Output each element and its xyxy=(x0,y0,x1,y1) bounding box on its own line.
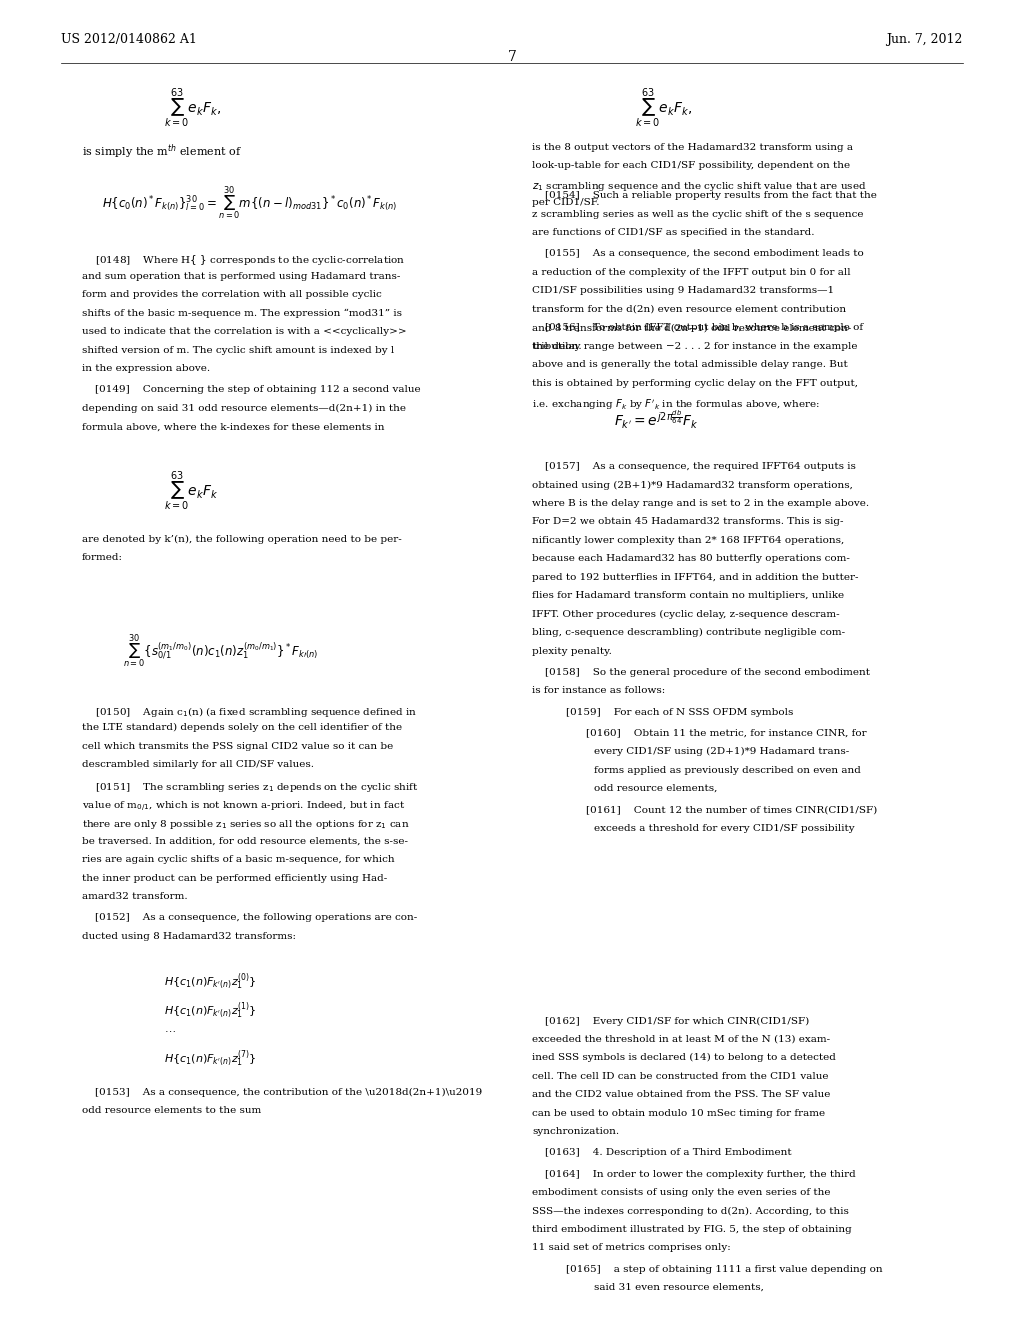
Text: plexity penalty.: plexity penalty. xyxy=(532,647,612,656)
Text: is for instance as follows:: is for instance as follows: xyxy=(532,686,666,696)
Text: is the 8 output vectors of the Hadamard32 transform using a: is the 8 output vectors of the Hadamard3… xyxy=(532,143,853,152)
Text: bling, c-sequence descrambling) contribute negligible com-: bling, c-sequence descrambling) contribu… xyxy=(532,628,846,638)
Text: ries are again cyclic shifts of a basic m-sequence, for which: ries are again cyclic shifts of a basic … xyxy=(82,855,394,865)
Text: $H\{c_0(n)^* F_{k(n)}\}_{l=0}^{30} = \sum_{n=0}^{30} m\{(n-l)_{mod31}\}^* c_0(n): $H\{c_0(n)^* F_{k(n)}\}_{l=0}^{30} = \su… xyxy=(102,185,397,222)
Text: per CID1/SF.: per CID1/SF. xyxy=(532,198,600,207)
Text: exceeded the threshold in at least M of the N (13) exam-: exceeded the threshold in at least M of … xyxy=(532,1035,830,1044)
Text: is simply the m$^{th}$ element of: is simply the m$^{th}$ element of xyxy=(82,143,242,161)
Text: there are only 8 possible z$_1$ series so all the options for z$_1$ can: there are only 8 possible z$_1$ series s… xyxy=(82,818,410,832)
Text: odd resource elements,: odd resource elements, xyxy=(594,784,717,793)
Text: forms applied as previously described on even and: forms applied as previously described on… xyxy=(594,766,861,775)
Text: above and is generally the total admissible delay range. But: above and is generally the total admissi… xyxy=(532,360,848,370)
Text: amard32 transform.: amard32 transform. xyxy=(82,892,187,902)
Text: descrambled similarly for all CID/SF values.: descrambled similarly for all CID/SF val… xyxy=(82,760,314,770)
Text: [0161]    Count 12 the number of times CINR(CID1/SF): [0161] Count 12 the number of times CINR… xyxy=(573,805,878,814)
Text: SSS—the indexes corresponding to d(2n). According, to this: SSS—the indexes corresponding to d(2n). … xyxy=(532,1206,849,1216)
Text: [0149]    Concerning the step of obtaining 112 a second value: [0149] Concerning the step of obtaining … xyxy=(82,385,421,395)
Text: form and provides the correlation with all possible cyclic: form and provides the correlation with a… xyxy=(82,290,382,300)
Text: ducted using 8 Hadamard32 transforms:: ducted using 8 Hadamard32 transforms: xyxy=(82,932,296,941)
Text: $\sum_{k=0}^{63} e_k F_k,$: $\sum_{k=0}^{63} e_k F_k,$ xyxy=(635,86,692,129)
Text: pared to 192 butterflies in IFFT64, and in addition the butter-: pared to 192 butterflies in IFFT64, and … xyxy=(532,573,859,582)
Text: shifts of the basic m-sequence m. The expression “mod31” is: shifts of the basic m-sequence m. The ex… xyxy=(82,309,401,318)
Text: IFFT. Other procedures (cyclic delay, z-sequence descram-: IFFT. Other procedures (cyclic delay, z-… xyxy=(532,610,840,619)
Text: exceeds a threshold for every CID1/SF possibility: exceeds a threshold for every CID1/SF po… xyxy=(594,824,855,833)
Text: a reduction of the complexity of the IFFT output bin 0 for all: a reduction of the complexity of the IFF… xyxy=(532,268,851,277)
Text: where B is the delay range and is set to 2 in the example above.: where B is the delay range and is set to… xyxy=(532,499,869,508)
Text: can be used to obtain modulo 10 mSec timing for frame: can be used to obtain modulo 10 mSec tim… xyxy=(532,1109,825,1118)
Text: $F_{k'} = e^{j2\pi \frac{db}{64}} F_k$: $F_{k'} = e^{j2\pi \frac{db}{64}} F_k$ xyxy=(614,409,698,432)
Text: [0155]    As a consequence, the second embodiment leads to: [0155] As a consequence, the second embo… xyxy=(532,249,864,259)
Text: transform for the d(2n) even resource element contribution: transform for the d(2n) even resource el… xyxy=(532,305,847,314)
Text: the inner product can be performed efficiently using Had-: the inner product can be performed effic… xyxy=(82,874,387,883)
Text: z scrambling series as well as the cyclic shift of the s sequence: z scrambling series as well as the cycli… xyxy=(532,210,864,219)
Text: said 31 even resource elements,: said 31 even resource elements, xyxy=(594,1283,764,1292)
Text: [0153]    As a consequence, the contribution of the \u2018d(2n+1)\u2019: [0153] As a consequence, the contributio… xyxy=(82,1088,482,1097)
Text: look-up-table for each CID1/SF possibility, dependent on the: look-up-table for each CID1/SF possibili… xyxy=(532,161,851,170)
Text: US 2012/0140862 A1: US 2012/0140862 A1 xyxy=(61,33,198,46)
Text: because each Hadamard32 has 80 butterfly operations com-: because each Hadamard32 has 80 butterfly… xyxy=(532,554,850,564)
Text: [0151]    The scrambling series z$_1$ depends on the cyclic shift: [0151] The scrambling series z$_1$ depen… xyxy=(82,781,419,795)
Text: in the expression above.: in the expression above. xyxy=(82,364,210,374)
Text: $\sum_{k=0}^{63} e_k F_k$: $\sum_{k=0}^{63} e_k F_k$ xyxy=(164,469,218,512)
Text: [0148]    Where H$\{\ \}$ corresponds to the cyclic-correlation: [0148] Where H$\{\ \}$ corresponds to th… xyxy=(82,253,406,268)
Text: formed:: formed: xyxy=(82,553,123,562)
Text: the delay range between −2 . . . 2 for instance in the example: the delay range between −2 . . . 2 for i… xyxy=(532,342,858,351)
Text: and 8 transforms for the d(2n+1) odd resource element con-: and 8 transforms for the d(2n+1) odd res… xyxy=(532,323,852,333)
Text: [0165]    a step of obtaining 1111 a first value depending on: [0165] a step of obtaining 1111 a first … xyxy=(553,1265,883,1274)
Text: the LTE standard) depends solely on the cell identifier of the: the LTE standard) depends solely on the … xyxy=(82,723,402,733)
Text: value of m$_{0/1}$, which is not known a-priori. Indeed, but in fact: value of m$_{0/1}$, which is not known a… xyxy=(82,800,406,814)
Text: $\sum_{n=0}^{30} \{s_{0/1}^{(m_1/m_0)}(n) c_1(n) z_1^{(m_0/m_1)}\}^* F_{k\prime(: $\sum_{n=0}^{30} \{s_{0/1}^{(m_1/m_0)}(n… xyxy=(123,632,318,669)
Text: Jun. 7, 2012: Jun. 7, 2012 xyxy=(886,33,963,46)
Text: [0160]    Obtain 11 the metric, for instance CINR, for: [0160] Obtain 11 the metric, for instanc… xyxy=(573,729,867,738)
Text: 11 said set of metrics comprises only:: 11 said set of metrics comprises only: xyxy=(532,1243,731,1253)
Text: [0163]    4. Description of a Third Embodiment: [0163] 4. Description of a Third Embodim… xyxy=(532,1148,793,1158)
Text: and the CID2 value obtained from the PSS. The SF value: and the CID2 value obtained from the PSS… xyxy=(532,1090,830,1100)
Text: every CID1/SF using (2D+1)*9 Hadamard trans-: every CID1/SF using (2D+1)*9 Hadamard tr… xyxy=(594,747,849,756)
Text: [0162]    Every CID1/SF for which CINR(CID1/SF): [0162] Every CID1/SF for which CINR(CID1… xyxy=(532,1016,810,1026)
Text: are functions of CID1/SF as specified in the standard.: are functions of CID1/SF as specified in… xyxy=(532,228,815,238)
Text: [0152]    As a consequence, the following operations are con-: [0152] As a consequence, the following o… xyxy=(82,913,417,923)
Text: $H\{c_1(n)F_{k^\prime(n)} z_1^{(0)}\}$: $H\{c_1(n)F_{k^\prime(n)} z_1^{(0)}\}$ xyxy=(164,972,256,993)
Text: nificantly lower complexity than 2* 168 IFFT64 operations,: nificantly lower complexity than 2* 168 … xyxy=(532,536,845,545)
Text: [0150]    Again c$_1$(n) (a fixed scrambling sequence defined in: [0150] Again c$_1$(n) (a fixed scramblin… xyxy=(82,705,418,719)
Text: are denoted by k’(n), the following operation need to be per-: are denoted by k’(n), the following oper… xyxy=(82,535,401,544)
Text: cell which transmits the PSS signal CID2 value so it can be: cell which transmits the PSS signal CID2… xyxy=(82,742,393,751)
Text: $\ldots$: $\ldots$ xyxy=(164,1024,176,1035)
Text: $z_1$ scrambling sequence and the cyclic shift value that are used: $z_1$ scrambling sequence and the cyclic… xyxy=(532,180,867,193)
Text: [0158]    So the general procedure of the second embodiment: [0158] So the general procedure of the s… xyxy=(532,668,870,677)
Text: For D=2 we obtain 45 Hadamard32 transforms. This is sig-: For D=2 we obtain 45 Hadamard32 transfor… xyxy=(532,517,844,527)
Text: ined SSS symbols is declared (14) to belong to a detected: ined SSS symbols is declared (14) to bel… xyxy=(532,1053,837,1063)
Text: $\sum_{k=0}^{63} e_k F_k,$: $\sum_{k=0}^{63} e_k F_k,$ xyxy=(164,86,221,129)
Text: odd resource elements to the sum: odd resource elements to the sum xyxy=(82,1106,261,1115)
Text: [0157]    As a consequence, the required IFFT64 outputs is: [0157] As a consequence, the required IF… xyxy=(532,462,856,471)
Text: be traversed. In addition, for odd resource elements, the s-se-: be traversed. In addition, for odd resou… xyxy=(82,837,408,846)
Text: [0159]    For each of N SSS OFDM symbols: [0159] For each of N SSS OFDM symbols xyxy=(553,708,794,717)
Text: this is obtained by performing cyclic delay on the FFT output,: this is obtained by performing cyclic de… xyxy=(532,379,858,388)
Text: CID1/SF possibilities using 9 Hadamard32 transforms—1: CID1/SF possibilities using 9 Hadamard32… xyxy=(532,286,835,296)
Text: [0154]    Such a reliable property results from the fact that the: [0154] Such a reliable property results … xyxy=(532,191,878,201)
Text: $H\{c_1(n)F_{k^\prime(n)} z_1^{(1)}\}$: $H\{c_1(n)F_{k^\prime(n)} z_1^{(1)}\}$ xyxy=(164,1001,256,1022)
Text: used to indicate that the correlation is with a <<cyclically>>: used to indicate that the correlation is… xyxy=(82,327,407,337)
Text: formula above, where the k-indexes for these elements in: formula above, where the k-indexes for t… xyxy=(82,422,384,432)
Text: and sum operation that is performed using Hadamard trans-: and sum operation that is performed usin… xyxy=(82,272,400,281)
Text: obtained using (2B+1)*9 Hadamard32 transform operations,: obtained using (2B+1)*9 Hadamard32 trans… xyxy=(532,480,853,490)
Text: [0156]    To obtain IFFT output bin b, where b is a sample of: [0156] To obtain IFFT output bin b, wher… xyxy=(532,323,863,333)
Text: flies for Hadamard transform contain no multipliers, unlike: flies for Hadamard transform contain no … xyxy=(532,591,845,601)
Text: [0164]    In order to lower the complexity further, the third: [0164] In order to lower the complexity … xyxy=(532,1170,856,1179)
Text: 7: 7 xyxy=(508,50,516,65)
Text: synchronization.: synchronization. xyxy=(532,1127,620,1137)
Text: $H\{c_1(n)F_{k^\prime(n)} z_1^{(7)}\}$: $H\{c_1(n)F_{k^\prime(n)} z_1^{(7)}\}$ xyxy=(164,1048,256,1069)
Text: embodiment consists of using only the even series of the: embodiment consists of using only the ev… xyxy=(532,1188,831,1197)
Text: shifted version of m. The cyclic shift amount is indexed by l: shifted version of m. The cyclic shift a… xyxy=(82,346,394,355)
Text: cell. The cell ID can be constructed from the CID1 value: cell. The cell ID can be constructed fro… xyxy=(532,1072,829,1081)
Text: tribution.: tribution. xyxy=(532,342,582,351)
Text: i.e. exchanging $F_k$ by $F'_k$ in the formulas above, where:: i.e. exchanging $F_k$ by $F'_k$ in the f… xyxy=(532,397,820,412)
Text: third embodiment illustrated by FIG. 5, the step of obtaining: third embodiment illustrated by FIG. 5, … xyxy=(532,1225,852,1234)
Text: depending on said 31 odd resource elements—d(2n+1) in the: depending on said 31 odd resource elemen… xyxy=(82,404,406,413)
